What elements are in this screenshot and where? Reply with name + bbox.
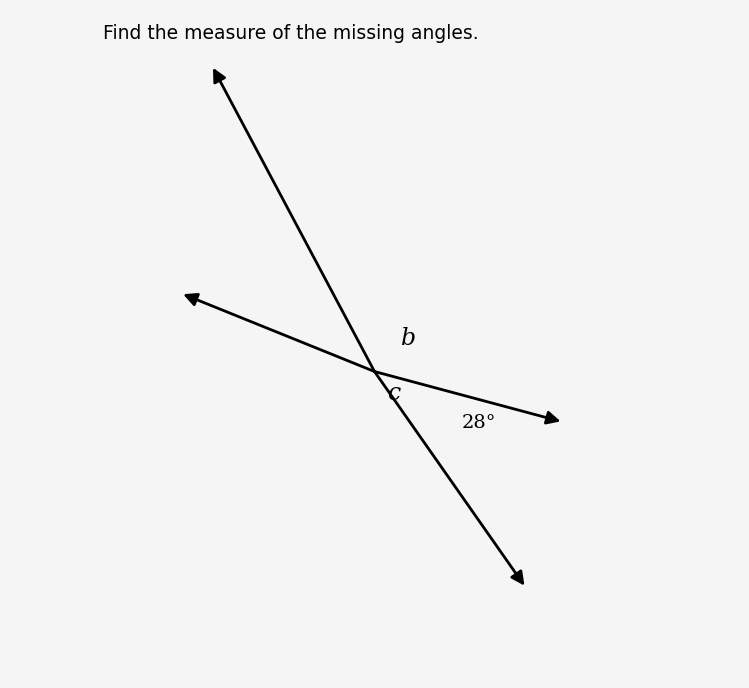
Text: 28°: 28° [461,413,496,432]
Text: c: c [388,382,401,405]
Text: b: b [401,327,416,350]
Text: Find the measure of the missing angles.: Find the measure of the missing angles. [103,24,479,43]
